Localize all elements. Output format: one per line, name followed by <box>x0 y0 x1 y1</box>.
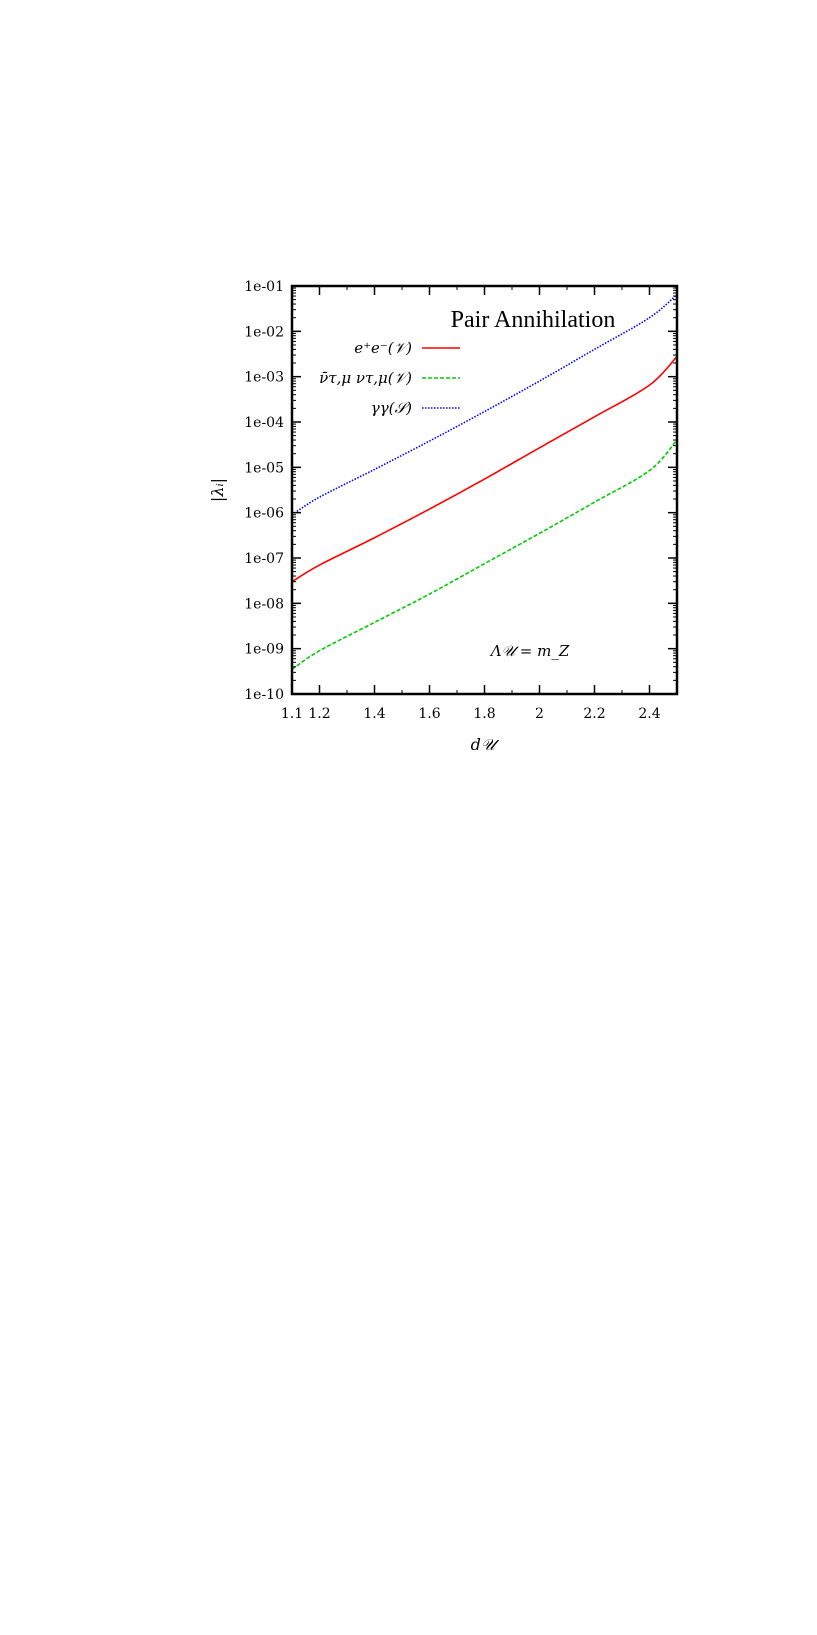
legend-label: ν̄τ,μ ντ,μ(𝒱) <box>319 369 412 387</box>
y-tick-label: 1e-04 <box>244 415 284 431</box>
x-tick-label: 1.4 <box>363 706 385 722</box>
series-line-nunu <box>291 439 678 671</box>
y-tick-label: 1e-07 <box>244 551 284 567</box>
y-tick-label: 1e-01 <box>244 279 284 295</box>
x-tick-label: 1.6 <box>418 706 440 722</box>
legend: e⁺e⁻(𝒱) ν̄τ,μ ντ,μ(𝒱) γγ(𝒮) <box>319 339 460 417</box>
legend-entry-nunu: ν̄τ,μ ντ,μ(𝒱) <box>319 369 460 387</box>
y-axis-label: |λᵢ| <box>208 478 227 502</box>
series-line-ee <box>291 355 678 583</box>
legend-entry-gammagamma: γγ(𝒮) <box>371 399 460 417</box>
x-tick-label: 2.2 <box>583 706 605 722</box>
x-tick-label: 2.4 <box>638 706 660 722</box>
x-tick-label: 1.8 <box>473 706 495 722</box>
y-tick-label: 1e-03 <box>244 370 284 386</box>
plot-frame <box>290 284 679 696</box>
y-tick-label: 1e-08 <box>244 596 284 612</box>
x-tick-label: 2 <box>535 706 544 722</box>
series-line-gammagamma <box>291 293 678 516</box>
chart-title: Pair Annihilation <box>451 307 616 333</box>
legend-label: γγ(𝒮) <box>371 399 412 417</box>
series-layer <box>291 293 678 671</box>
legend-label: e⁺e⁻(𝒱) <box>354 339 412 357</box>
legend-entry-ee: e⁺e⁻(𝒱) <box>354 339 460 357</box>
x-axis-label: d𝒰 <box>471 735 500 754</box>
y-tick-label: 1e-09 <box>244 642 284 658</box>
y-tick-label: 1e-10 <box>244 687 284 703</box>
y-tick-label: 1e-05 <box>244 460 284 476</box>
x-tick-label: 1.1 <box>281 706 303 722</box>
x-tick-label: 1.2 <box>308 706 330 722</box>
annotation-lambda: Λ𝒰 = m_Z <box>489 642 570 660</box>
y-tick-label: 1e-06 <box>244 506 284 522</box>
axes-layer: 1e-10 1e-09 1e-08 1e-07 1e-06 1e-05 1e-04 1e-03… <box>244 279 679 722</box>
y-tick-label: 1e-02 <box>244 324 284 340</box>
